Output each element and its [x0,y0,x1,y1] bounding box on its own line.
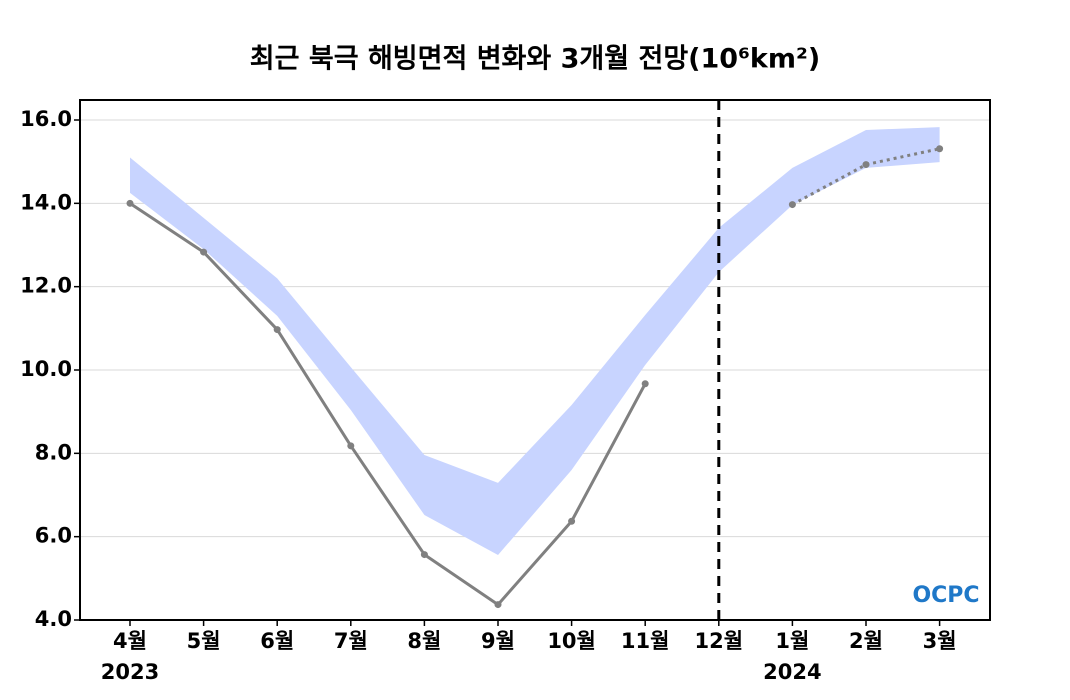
x-tick-label: 12월 [695,629,744,653]
point [862,161,870,169]
y-tick-label: 10.0 [20,357,72,381]
point [494,601,502,609]
x-tick-label: 2월 [849,629,883,653]
range-band [130,127,940,555]
y-tick-label: 6.0 [35,524,72,548]
x-tick-label: 10월 [547,629,596,653]
x-tick-label: 1월 [775,629,809,653]
point [568,517,576,525]
point [936,145,944,153]
y-tick-label: 14.0 [20,190,72,214]
chart-title: 최근 북극 해빙면적 변화와 3개월 전망(10⁶km²) [250,44,820,75]
point [641,380,649,388]
point [126,199,134,207]
y-tick-label: 12.0 [20,274,72,298]
x-tick-label: 6월 [260,629,294,653]
x-tick-label: 5월 [187,629,221,653]
x-tick-label: 7월 [334,629,368,653]
point [273,326,281,334]
y-tick-label: 16.0 [20,107,72,131]
year-label: 2024 [763,660,821,684]
point [420,551,428,559]
x-tick-label: 11월 [621,629,670,653]
year-label: 2023 [101,660,159,684]
x-tick-label: 9월 [481,629,515,653]
point [200,248,208,256]
y-tick-label: 8.0 [35,440,72,464]
y-tick-label: 4.0 [35,607,72,631]
logo: OCPC [912,583,979,608]
point [347,442,355,450]
plot-frame [79,99,991,621]
series-line [791,147,940,206]
x-tick-label: 8월 [407,629,441,653]
x-tick-label: 4월 [113,629,147,653]
x-tick-label: 3월 [923,629,957,653]
series-line [129,202,647,607]
point [788,201,796,209]
